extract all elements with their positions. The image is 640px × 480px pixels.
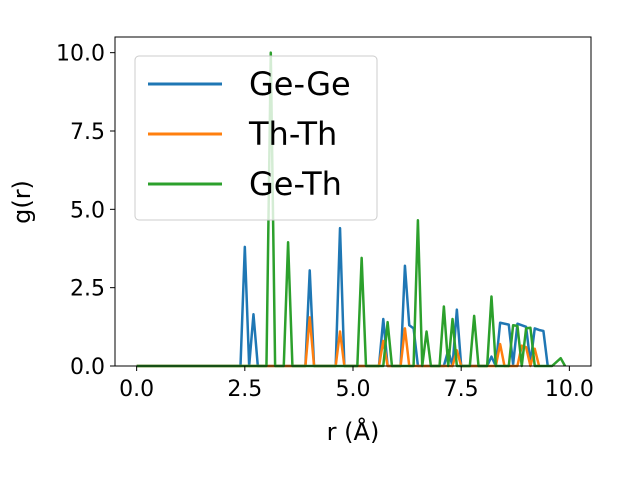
legend-label-ge-th: Ge-Th — [249, 165, 342, 203]
y-tick-label: 2.5 — [70, 277, 105, 302]
x-tick-label: 7.5 — [444, 377, 479, 402]
x-tick-label: 5.0 — [336, 377, 371, 402]
y-tick-label: 5.0 — [70, 198, 105, 223]
legend-box — [134, 55, 378, 221]
legend-label-ge-ge: Ge-Ge — [249, 65, 351, 103]
x-axis: 0.0 2.5 5.0 7.5 10.0 — [119, 366, 594, 402]
y-axis-label: g(r) — [8, 180, 36, 224]
y-tick-label: 7.5 — [70, 120, 105, 145]
y-tick-label: 10.0 — [56, 42, 105, 67]
x-axis-label: r (Å) — [327, 417, 380, 446]
legend: Ge-Ge Th-Th Ge-Th — [134, 55, 378, 221]
x-tick-label: 0.0 — [119, 377, 154, 402]
legend-label-th-th: Th-Th — [248, 115, 337, 153]
y-tick-label: 0.0 — [70, 355, 105, 380]
x-tick-label: 2.5 — [227, 377, 262, 402]
x-tick-label: 10.0 — [545, 377, 594, 402]
y-axis: 0.0 2.5 5.0 7.5 10.0 — [56, 42, 115, 380]
